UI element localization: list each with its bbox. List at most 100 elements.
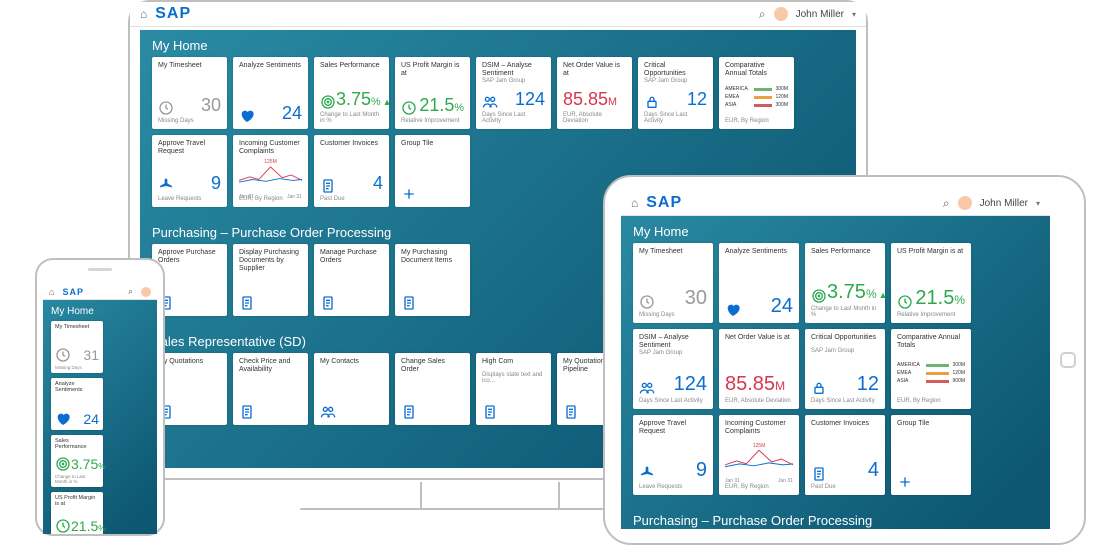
- tile[interactable]: Group Tile: [891, 415, 971, 495]
- tile-title: Critical Opportunities: [644, 62, 707, 78]
- tile-title: Analyze Sentiments: [239, 62, 302, 76]
- tile[interactable]: Group Tile: [395, 135, 470, 207]
- tile-group: My Timesheet30Missing DaysAnalyze Sentim…: [621, 243, 1050, 505]
- tile[interactable]: US Profit Margin is at21.5%Relative Impr…: [891, 243, 971, 323]
- tile[interactable]: Incoming Customer Complaints125MJan 01Ja…: [233, 135, 308, 207]
- tile-title: Sales Performance: [811, 248, 879, 262]
- tile-footer: Days Since Last Activity: [811, 398, 879, 404]
- tablet-home-button[interactable]: [1060, 352, 1076, 368]
- docList-icon: [320, 295, 336, 311]
- tile[interactable]: Approve Travel Request9Leave Requests: [152, 135, 227, 207]
- phone-topbar: ⌂ SAP ⌕: [43, 284, 157, 300]
- tile[interactable]: Display Purchasing Documents by Supplier: [233, 244, 308, 316]
- tile[interactable]: My Timesheet31Missing Days: [51, 321, 103, 373]
- tile[interactable]: Check Price and Availability: [233, 353, 308, 425]
- tile[interactable]: Critical OpportunitiesSAP Jam Group12Day…: [638, 57, 713, 129]
- tile-title: US Profit Margin is at: [55, 495, 99, 508]
- tile-footer: Relative Improvement: [897, 312, 965, 318]
- tile[interactable]: Manage Purchase Orders: [314, 244, 389, 316]
- docItems-icon: [401, 295, 417, 311]
- tile[interactable]: My Purchasing Document Items: [395, 244, 470, 316]
- home-icon[interactable]: ⌂: [49, 287, 54, 297]
- tile[interactable]: Net Order Value is at85.85MEUR, Absolute…: [719, 329, 799, 409]
- avatar[interactable]: [774, 7, 788, 21]
- plane-icon: [639, 466, 655, 482]
- target-icon: [811, 288, 827, 304]
- tile-title: Sales Performance: [320, 62, 383, 76]
- monitor-topbar: ⌂ SAP ⌕ John Miller ▾: [130, 2, 866, 27]
- tile[interactable]: My Timesheet30Missing Days: [152, 57, 227, 129]
- tile-footer: Leave Requests: [158, 196, 221, 202]
- list-icon: [239, 404, 255, 420]
- target-icon: [55, 456, 71, 472]
- tile[interactable]: Change Sales Order: [395, 353, 470, 425]
- tile-title: Check Price and Availability: [239, 358, 302, 374]
- tile-footer: Missing Days: [55, 365, 99, 370]
- tile[interactable]: Analyze Sentiments24: [51, 378, 103, 430]
- tile[interactable]: Incoming Customer Complaints125MJan 01Ja…: [719, 415, 799, 495]
- section-title: My Home: [621, 216, 1050, 243]
- tile-title: Comparative Annual Totals: [897, 334, 965, 350]
- tile[interactable]: Analyze Sentiments24: [233, 57, 308, 129]
- tile-title: My Timesheet: [639, 248, 707, 262]
- clock-icon: [401, 100, 417, 116]
- phone-screen: ⌂ SAP ⌕ My HomeMy Timesheet31Missing Day…: [43, 284, 157, 534]
- plane-icon: [158, 178, 174, 194]
- tile[interactable]: Comparative Annual TotalsAMERICA300MEMEA…: [719, 57, 794, 129]
- tile[interactable]: My Contacts: [314, 353, 389, 425]
- tile-footer: EUR, By Region: [725, 118, 788, 124]
- home-icon[interactable]: ⌂: [140, 7, 147, 21]
- tablet-device: ⌂ SAP ⌕ John Miller ▾ My HomeMy Timeshee…: [603, 175, 1086, 545]
- tile-title: High Com: [482, 358, 545, 372]
- tile-title: My Timesheet: [55, 324, 99, 334]
- tile[interactable]: Customer Invoices4Past Due: [314, 135, 389, 207]
- search-icon[interactable]: ⌕: [759, 7, 766, 22]
- tile-title: Incoming Customer Complaints: [239, 140, 302, 156]
- phone-content: My HomeMy Timesheet31Missing DaysAnalyze…: [43, 300, 157, 534]
- tile-title: Group Tile: [897, 420, 965, 434]
- people-icon: [320, 404, 336, 420]
- tile[interactable]: Customer Invoices4Past Due: [805, 415, 885, 495]
- tile-footer: Past Due: [320, 196, 383, 202]
- heart-icon: [55, 411, 71, 427]
- tile[interactable]: High ComDisplays state text and ico…: [476, 353, 551, 425]
- sap-logo: SAP: [62, 287, 84, 297]
- tile[interactable]: US Profit Margin is at21.5%Relative Impr…: [51, 492, 103, 534]
- tile[interactable]: Sales Performance3.75%Change to Last Mon…: [805, 243, 885, 323]
- tile[interactable]: US Profit Margin is at21.5%Relative Impr…: [395, 57, 470, 129]
- tile[interactable]: Comparative Annual TotalsAMERICA300MEMEA…: [891, 329, 971, 409]
- avatar[interactable]: [141, 287, 151, 297]
- plus-icon: [401, 186, 417, 202]
- tile[interactable]: Net Order Value is at85.85MEUR, Absolute…: [557, 57, 632, 129]
- chevron-down-icon[interactable]: ▾: [852, 10, 856, 19]
- tile-title: DSIM – Analyse Sentiment: [639, 334, 707, 350]
- avatar[interactable]: [958, 196, 972, 210]
- tile-title: Manage Purchase Orders: [320, 249, 383, 265]
- tile[interactable]: DSIM – Analyse SentimentSAP Jam Group124…: [476, 57, 551, 129]
- tile[interactable]: Analyze Sentiments24: [719, 243, 799, 323]
- tile[interactable]: Approve Travel Request9Leave Requests: [633, 415, 713, 495]
- search-icon[interactable]: ⌕: [943, 196, 950, 211]
- tile[interactable]: Sales Performance3.75%Change to Last Mon…: [314, 57, 389, 129]
- tile-title: Analyze Sentiments: [55, 381, 99, 394]
- chevron-down-icon[interactable]: ▾: [1036, 199, 1040, 208]
- tile-footer: EUR, By Region: [897, 398, 965, 404]
- tile-title: Customer Invoices: [811, 420, 879, 434]
- tile-title: Display Purchasing Documents by Supplier: [239, 249, 302, 273]
- user-name[interactable]: John Miller: [796, 9, 844, 20]
- tile-footer: EUR, By Region: [725, 484, 793, 490]
- tile[interactable]: Critical OpportunitiesSAP Jam Group12Day…: [805, 329, 885, 409]
- phone-device: ⌂ SAP ⌕ My HomeMy Timesheet31Missing Day…: [35, 258, 165, 536]
- clock-icon: [897, 294, 913, 310]
- tile[interactable]: Sales Performance3.75%Change to Last Mon…: [51, 435, 103, 487]
- tile-footer: Days Since Last Activity: [639, 398, 707, 404]
- tile[interactable]: DSIM – Analyse SentimentSAP Jam Group124…: [633, 329, 713, 409]
- home-icon[interactable]: ⌂: [631, 196, 638, 210]
- tile[interactable]: My Timesheet30Missing Days: [633, 243, 713, 323]
- doc-icon: [811, 466, 827, 482]
- tile-title: Net Order Value is at: [725, 334, 793, 348]
- search-icon[interactable]: ⌕: [128, 286, 133, 297]
- section-title: My Home: [140, 30, 856, 57]
- user-name[interactable]: John Miller: [980, 198, 1028, 209]
- tile-footer: EUR, Absolute Deviation: [725, 398, 793, 404]
